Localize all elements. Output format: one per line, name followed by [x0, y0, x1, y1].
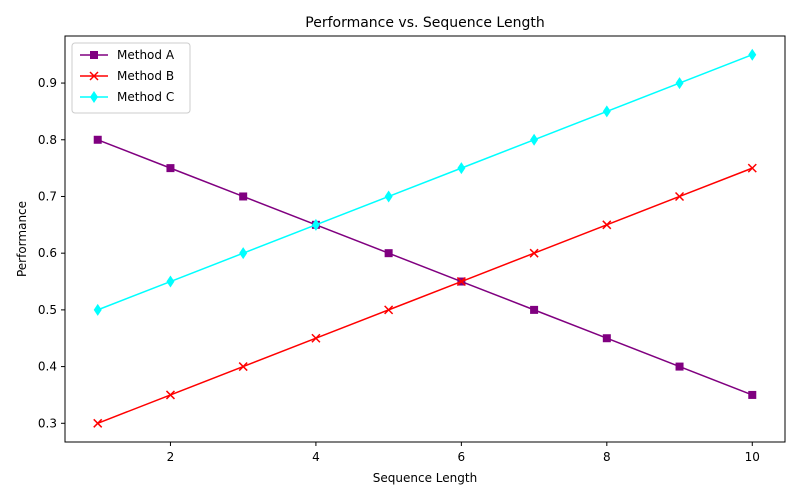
y-tick-label: 0.6: [38, 246, 57, 260]
data-point: [675, 362, 684, 371]
legend: Method A Method B Method C: [71, 42, 191, 114]
x-tick-label: 6: [458, 450, 466, 464]
data-point: [675, 191, 685, 202]
x-axis-label: Sequence Length: [373, 471, 477, 485]
chart-title: Performance vs. Sequence Length: [305, 15, 544, 31]
data-point: [166, 164, 175, 173]
data-point: [311, 218, 320, 231]
legend-frame: [71, 42, 191, 114]
series-line: [97, 167, 753, 424]
plot-area: [93, 48, 757, 428]
data-point: [457, 162, 466, 175]
legend-item: Method A: [80, 48, 175, 62]
data-point: [530, 133, 539, 146]
legend-label: Method B: [117, 69, 174, 83]
data-point: [529, 248, 539, 258]
data-point: [602, 220, 612, 230]
series-method-c: [93, 48, 757, 316]
data-point: [311, 333, 321, 343]
legend-marker: [90, 91, 98, 103]
data-point: [530, 305, 539, 314]
data-point: [384, 190, 393, 203]
y-tick-label: 0.3: [38, 416, 57, 430]
data-point: [165, 390, 175, 400]
axes-frame: [64, 35, 786, 443]
data-point: [602, 105, 611, 118]
legend-item: Method B: [80, 69, 174, 83]
data-point: [239, 192, 248, 201]
x-axis: 2 4 6 8 10: [167, 442, 760, 464]
data-point: [384, 249, 393, 258]
data-point: [238, 362, 248, 372]
data-point: [93, 303, 102, 316]
y-axis: 0.3 0.4 0.5 0.6 0.7 0.8 0.9: [38, 76, 65, 430]
data-point: [93, 135, 102, 144]
series-method-a: [93, 135, 757, 399]
data-point: [166, 275, 175, 288]
legend-item: Method C: [80, 90, 174, 104]
x-tick-label: 10: [745, 450, 760, 464]
y-tick-label: 0.5: [38, 303, 57, 317]
x-tick-label: 4: [312, 450, 320, 464]
legend-label: Method C: [117, 90, 174, 104]
x-tick-label: 2: [167, 450, 175, 464]
legend-marker: [89, 71, 99, 81]
data-point: [384, 305, 394, 315]
legend-label: Method A: [117, 48, 175, 62]
y-tick-label: 0.7: [38, 189, 57, 203]
series-line: [97, 54, 753, 311]
data-point: [456, 276, 466, 287]
data-point: [93, 418, 103, 428]
data-point: [748, 48, 757, 61]
series-line: [97, 139, 753, 396]
data-point: [675, 77, 684, 90]
data-point: [748, 390, 757, 399]
y-tick-label: 0.8: [38, 133, 57, 147]
y-tick-label: 0.9: [38, 76, 57, 90]
data-point: [239, 247, 248, 260]
data-point: [602, 334, 611, 343]
y-axis-label: Performance: [15, 201, 29, 277]
x-tick-label: 8: [603, 450, 611, 464]
legend-marker: [90, 51, 98, 59]
data-point: [747, 163, 757, 173]
series-method-b: [93, 163, 757, 428]
y-tick-label: 0.4: [38, 360, 57, 374]
